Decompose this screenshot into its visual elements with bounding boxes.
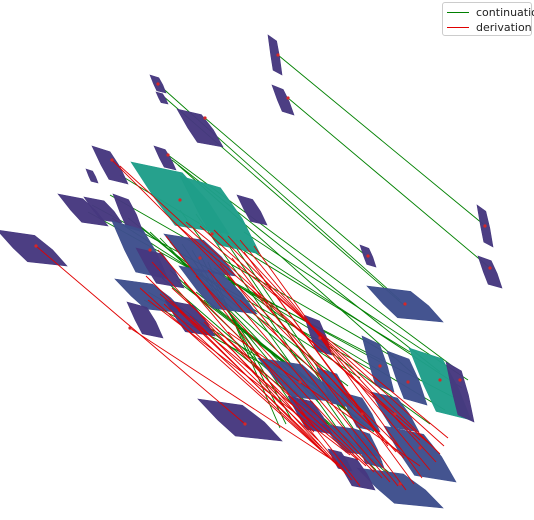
derivation-link-21 — [157, 249, 353, 481]
centroid-dot-3 — [203, 116, 207, 120]
slice-shape-39 — [356, 467, 444, 509]
continuation-link-1 — [287, 97, 491, 269]
continuation-link-4 — [204, 117, 366, 256]
slice-centroids — [34, 53, 492, 486]
centroid-dot-20 — [406, 380, 410, 384]
derivation-link-24 — [139, 287, 335, 463]
derivation-link-15 — [227, 235, 437, 463]
centroid-dot-17 — [318, 336, 322, 340]
slice-shape-6 — [91, 145, 129, 185]
centroid-dot-18 — [298, 380, 302, 384]
legend-label-continuation: continuation — [476, 6, 534, 19]
centroid-dot-14 — [483, 224, 487, 228]
centroid-dot-9 — [148, 248, 152, 252]
centroid-dot-4 — [166, 153, 170, 157]
legend-item-continuation: continuation — [447, 5, 534, 20]
derivation-link-18 — [185, 221, 449, 439]
centroid-dot-6 — [34, 244, 38, 248]
centroid-dot-11 — [128, 326, 132, 330]
slice-shape-7 — [85, 168, 99, 184]
legend-label-derivation: derivation — [476, 21, 532, 34]
centroid-dot-7 — [178, 198, 182, 202]
slice-shape-3 — [155, 91, 169, 105]
centroid-dot-25 — [418, 446, 422, 450]
derivation-link-28 — [203, 321, 315, 433]
centroid-dot-2 — [156, 82, 160, 86]
slice-shape-25 — [477, 255, 503, 289]
centroid-dot-23 — [360, 412, 364, 416]
continuation-link-28 — [195, 213, 363, 453]
centroid-dot-21 — [438, 378, 442, 382]
slice-shape-16 — [135, 247, 185, 289]
derivation-link-8 — [195, 275, 383, 479]
continuation-line-swatch — [447, 12, 469, 13]
centroid-dot-12 — [243, 422, 247, 426]
derivation-links — [35, 159, 449, 491]
continuation-link-39 — [175, 279, 375, 433]
slice-shape-33 — [445, 361, 475, 423]
derivation-link-26 — [177, 309, 323, 449]
slice-shape-8 — [57, 193, 109, 227]
slice-shape-0 — [267, 34, 283, 76]
slice-shape-30 — [361, 335, 395, 393]
derivation-link-19 — [175, 223, 433, 447]
derivation-link-33 — [263, 279, 389, 447]
derivation-link-13 — [253, 245, 423, 479]
legend: continuation derivation — [442, 2, 534, 36]
centroid-dot-19 — [378, 364, 382, 368]
derivation-link-20 — [165, 235, 361, 487]
derivation-link-10 — [219, 263, 399, 487]
derivation-link-31 — [239, 299, 405, 459]
slice-shape-14 — [236, 194, 268, 226]
slice-shape-9 — [83, 196, 123, 224]
centroid-dot-5 — [110, 158, 114, 162]
derivation-link-25 — [163, 303, 329, 457]
derivation-link-22 — [151, 261, 347, 475]
continuation-link-0 — [277, 54, 484, 225]
centroid-dot-26 — [398, 482, 402, 486]
centroid-dot-24 — [393, 412, 397, 416]
slice-shape-11 — [0, 230, 68, 267]
centroid-dot-22 — [458, 378, 462, 382]
derivation-link-16 — [213, 229, 441, 455]
derivation-link-11 — [231, 257, 407, 491]
derivation-link-27 — [189, 315, 319, 441]
slice-shape-31 — [386, 350, 428, 406]
slice-shape-4 — [176, 108, 224, 148]
derivation-link-17 — [199, 225, 445, 447]
slice-shape-18 — [126, 301, 164, 339]
centroid-dot-13 — [366, 254, 370, 258]
derivation-link-1 — [119, 165, 421, 441]
derivation-link-6 — [171, 287, 367, 467]
centroid-dot-1 — [286, 96, 290, 100]
derivation-link-14 — [239, 239, 431, 471]
centroid-dot-10 — [198, 256, 202, 260]
derivation-line-swatch — [447, 27, 469, 28]
slice-shape-5 — [153, 145, 177, 171]
derivation-link-29 — [215, 327, 313, 425]
derivation-link-3 — [129, 327, 341, 466]
derivation-link-9 — [207, 269, 391, 483]
derivation-link-7 — [183, 281, 375, 473]
centroid-dot-8 — [210, 232, 214, 236]
centroid-dot-15 — [488, 266, 492, 270]
centroid-dot-16 — [403, 302, 407, 306]
slice-shape-1 — [271, 84, 295, 116]
legend-item-derivation: derivation — [447, 20, 532, 35]
centroid-dot-0 — [276, 53, 280, 57]
